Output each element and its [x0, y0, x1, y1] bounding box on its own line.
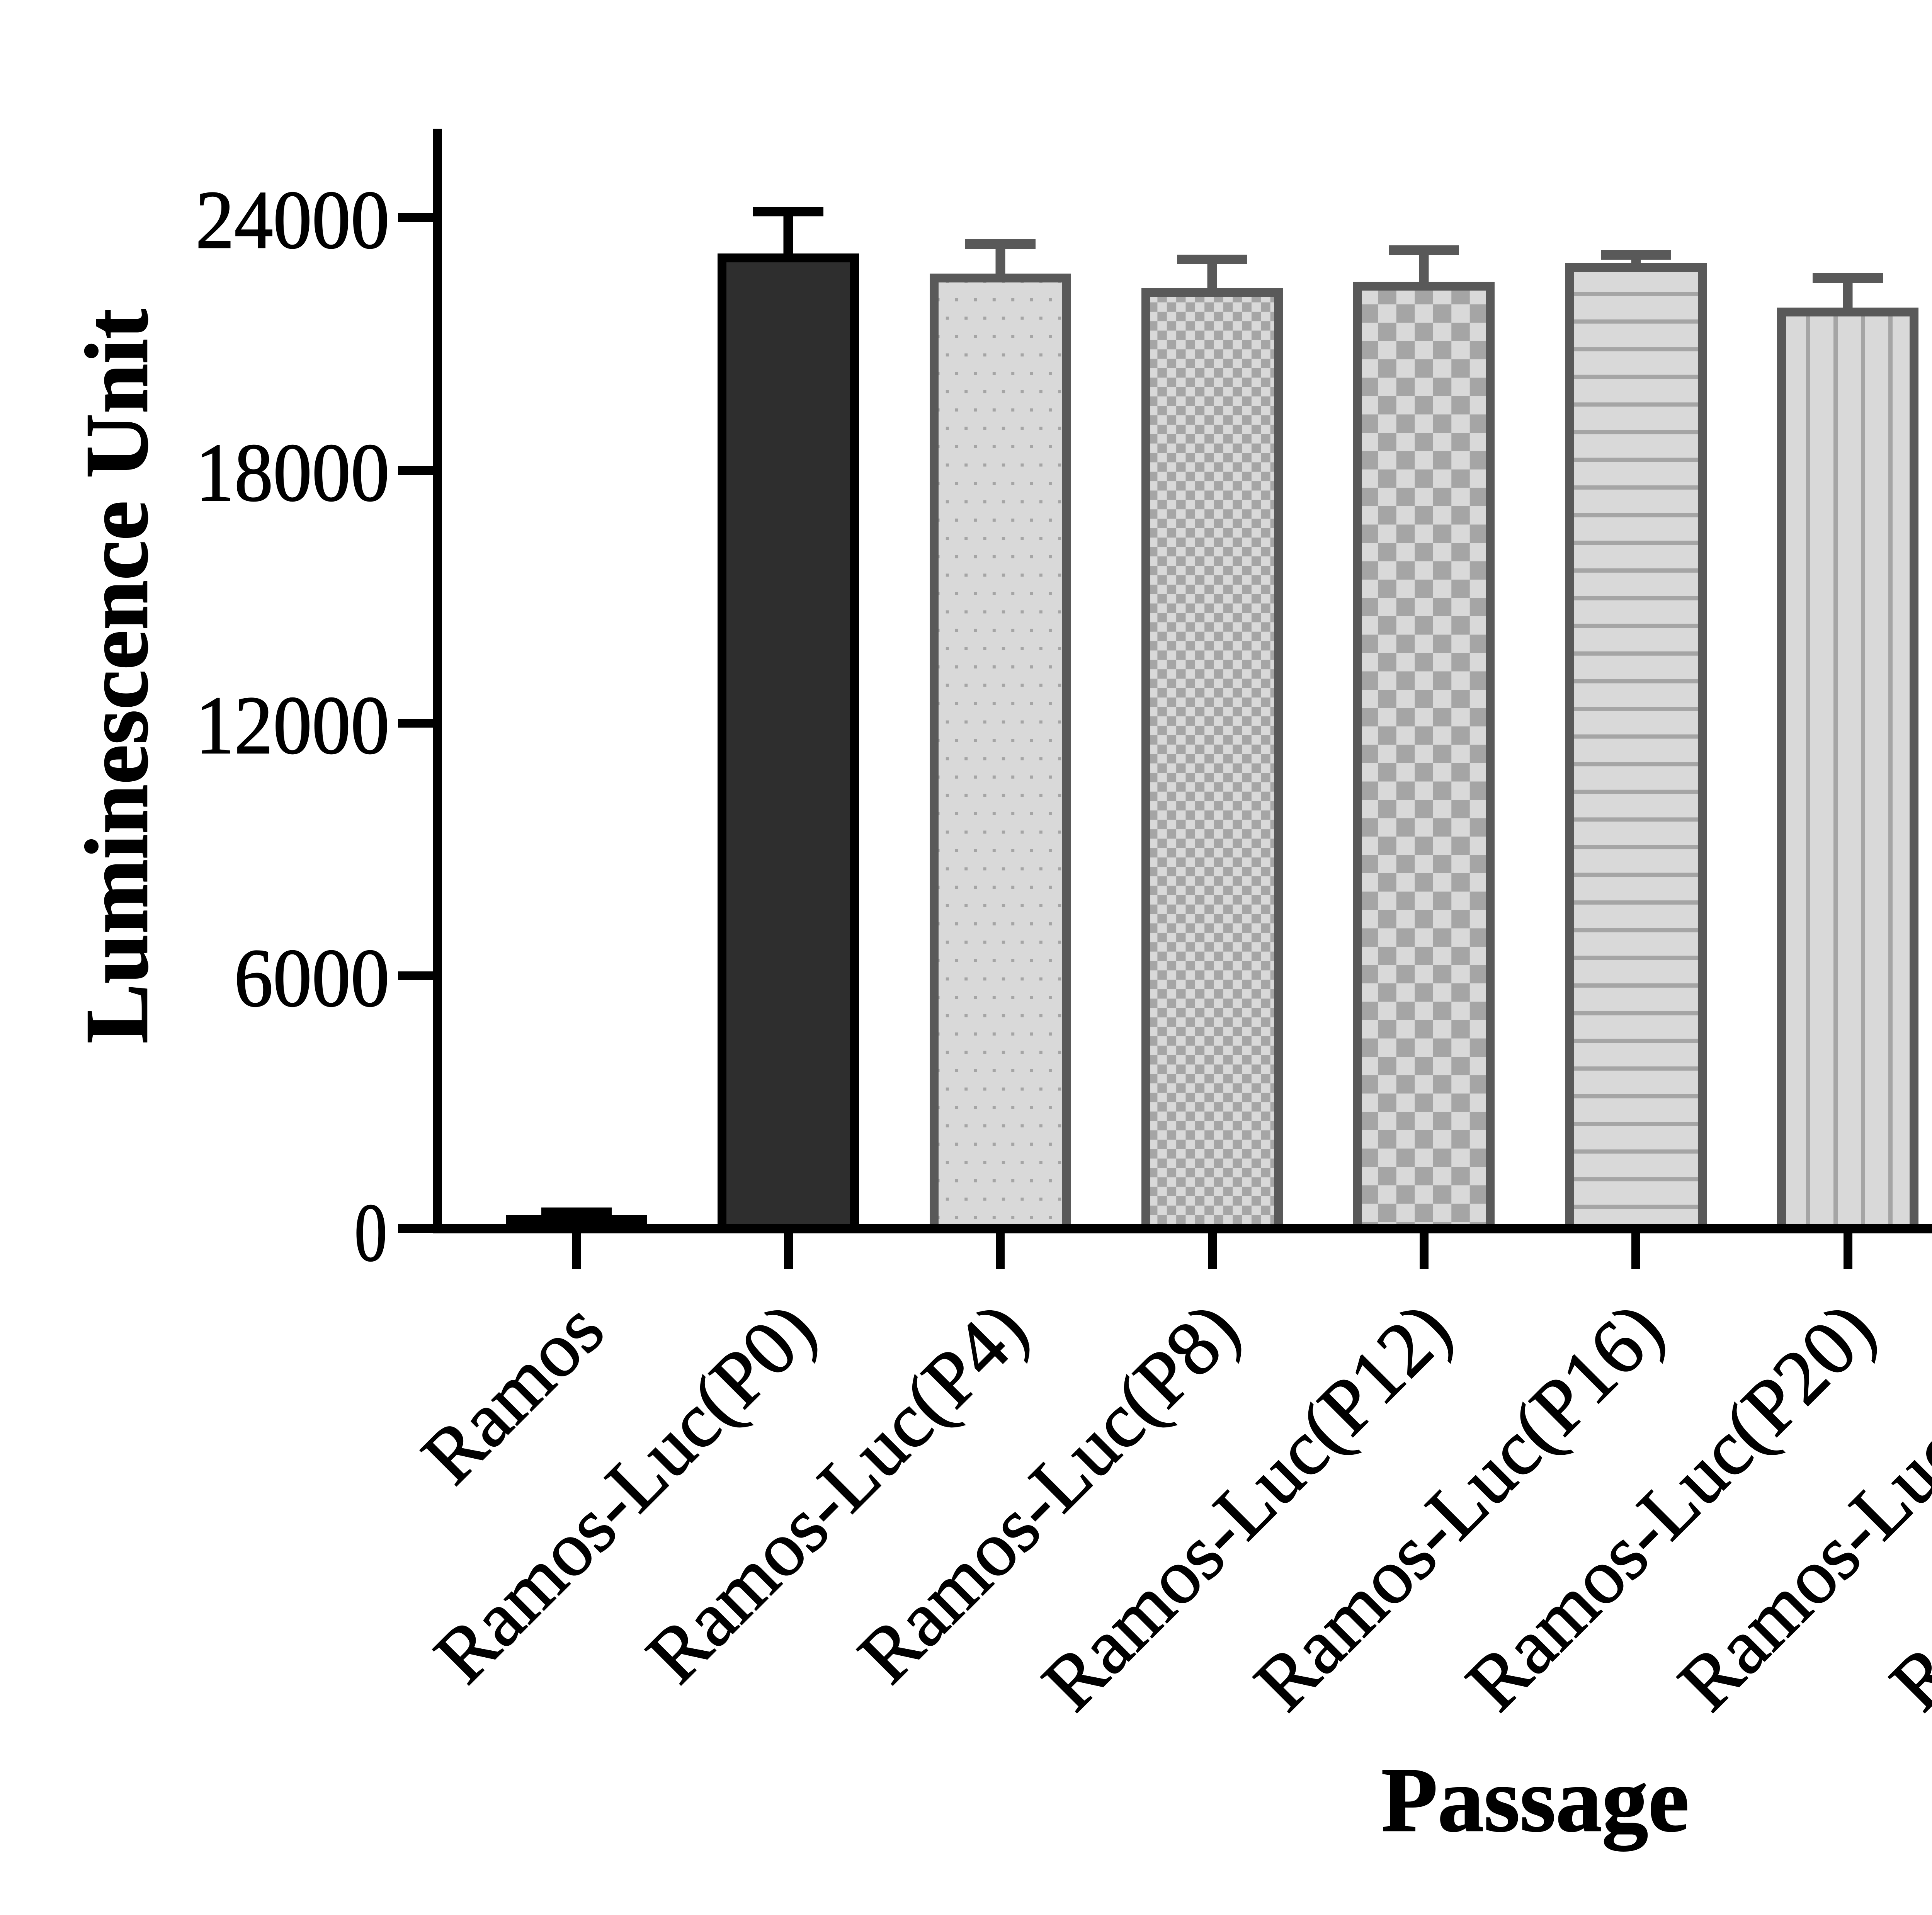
svg-text:24000: 24000 — [196, 173, 389, 266]
svg-text:6000: 6000 — [234, 932, 389, 1024]
svg-text:18000: 18000 — [196, 426, 389, 519]
svg-text:0: 0 — [354, 1186, 387, 1279]
svg-text:Passage: Passage — [1381, 1748, 1689, 1851]
svg-text:12000: 12000 — [196, 679, 389, 771]
svg-text:Luminescence Unit: Luminescence Unit — [67, 309, 167, 1044]
